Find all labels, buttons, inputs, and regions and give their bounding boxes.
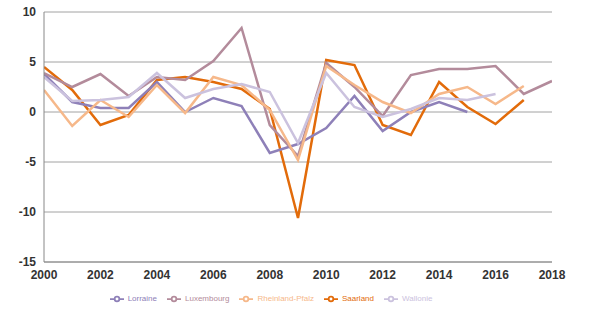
svg-text:2012: 2012 [369, 268, 396, 282]
html-text:Rheinland-Pfalz: Rheinland-Pfalz [257, 294, 314, 304]
svg-text:-10: -10 [19, 205, 37, 219]
svg-text:2016: 2016 [482, 268, 509, 282]
svg-text:2018: 2018 [539, 268, 566, 282]
svg-text:10: 10 [23, 5, 37, 19]
html-text:Luxembourg: Luxembourg [185, 294, 230, 304]
html-text:Saarland: Saarland [342, 294, 374, 304]
svg-text:-5: -5 [25, 155, 36, 169]
svg-text:2006: 2006 [200, 268, 227, 282]
svg-text:2002: 2002 [87, 268, 114, 282]
svg-text:2010: 2010 [313, 268, 340, 282]
html-text:Wallonie: Wallonie [402, 294, 433, 304]
svg-text:2004: 2004 [144, 268, 171, 282]
html-text:Lorraine: Lorraine [127, 294, 157, 304]
svg-text:2014: 2014 [426, 268, 453, 282]
svg-text:5: 5 [29, 55, 36, 69]
svg-text:2000: 2000 [31, 268, 58, 282]
svg-text:-15: -15 [19, 255, 37, 269]
svg-text:2008: 2008 [256, 268, 283, 282]
svg-text:0: 0 [29, 105, 36, 119]
